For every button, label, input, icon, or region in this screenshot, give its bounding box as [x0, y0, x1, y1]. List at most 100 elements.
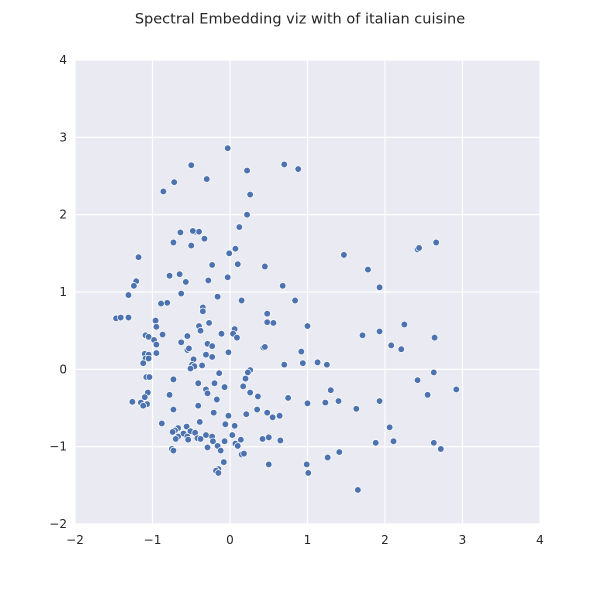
- scatter-point: [163, 299, 171, 307]
- x-tick-label: −1: [144, 533, 162, 547]
- scatter-point: [246, 190, 254, 199]
- scatter-point: [303, 460, 311, 469]
- scatter-point: [240, 449, 248, 458]
- scatter-point: [186, 364, 195, 373]
- scatter-point: [208, 353, 216, 361]
- scatter-point: [139, 359, 147, 367]
- scatter-point: [217, 446, 225, 455]
- scatter-point: [175, 270, 184, 278]
- scatter-point: [210, 408, 218, 417]
- scatter-point: [291, 296, 299, 305]
- scatter-point: [386, 423, 394, 431]
- scatter-point: [194, 379, 202, 387]
- scatter-point: [437, 445, 445, 453]
- scatter-point: [176, 228, 185, 237]
- y-tick-label: −2: [49, 517, 67, 531]
- scatter-point: [246, 388, 254, 397]
- scatter-point: [208, 261, 216, 269]
- scatter-point: [303, 399, 312, 408]
- scatter-point: [152, 340, 161, 349]
- scatter-point: [220, 437, 229, 445]
- scatter-point: [139, 402, 147, 410]
- scatter-point: [124, 313, 133, 322]
- scatter-point: [234, 260, 242, 268]
- scatter-point: [279, 282, 287, 290]
- x-tick-label: 4: [536, 533, 544, 547]
- scatter-point: [194, 402, 202, 410]
- scatter-point: [224, 144, 232, 152]
- scatter-point: [214, 469, 223, 477]
- scatter-point: [432, 238, 440, 247]
- scatter-point: [397, 345, 405, 353]
- y-tick-label: 3: [59, 130, 67, 144]
- scatter-point: [430, 333, 439, 342]
- x-tick-label: 0: [226, 533, 234, 547]
- scatter-point: [244, 368, 252, 377]
- scatter-point: [258, 435, 267, 443]
- scatter-point: [265, 460, 273, 469]
- scatter-point: [169, 238, 178, 247]
- scatter-point: [263, 408, 271, 417]
- scatter-point: [334, 397, 343, 405]
- scatter-point: [130, 282, 138, 290]
- scatter-point: [185, 344, 193, 353]
- scatter-point: [324, 453, 332, 462]
- scatter-point: [280, 160, 288, 169]
- scatter-point: [198, 361, 206, 370]
- y-tick-label: 0: [59, 362, 67, 376]
- scatter-point: [187, 161, 195, 169]
- scatter-point: [413, 376, 422, 384]
- scatter-point: [235, 223, 243, 231]
- x-tick-label: 1: [304, 533, 312, 547]
- scatter-point: [134, 253, 143, 261]
- scatter-point: [220, 383, 229, 391]
- scatter-point: [239, 382, 247, 390]
- scatter-point: [195, 228, 203, 236]
- scatter-point: [208, 342, 216, 350]
- scatter-point: [168, 428, 177, 436]
- scatter-point: [152, 349, 161, 357]
- scatter-point: [213, 395, 221, 404]
- scatter-point: [269, 319, 278, 327]
- scatter-point: [352, 405, 360, 413]
- scatter-point: [203, 389, 212, 397]
- scatter-point: [243, 166, 251, 175]
- scatter-point: [159, 187, 168, 196]
- scatter-point: [124, 291, 133, 299]
- scatter-point: [400, 320, 409, 329]
- scatter-point: [224, 412, 233, 420]
- scatter-point: [228, 431, 236, 439]
- scatter-point: [151, 316, 160, 325]
- scatter-point: [294, 165, 302, 173]
- scatter-point: [375, 283, 384, 292]
- scatter-point: [280, 361, 288, 369]
- scatter-point: [241, 374, 250, 383]
- scatter-point: [144, 354, 153, 363]
- scatter-point: [217, 330, 226, 338]
- scatter-point: [170, 178, 178, 186]
- scatter-point: [203, 175, 211, 183]
- scatter-point: [221, 420, 230, 428]
- scatter-point: [321, 398, 329, 407]
- scatter-point: [233, 333, 241, 342]
- scatter-point: [299, 359, 307, 367]
- scatter-point: [204, 276, 212, 285]
- scatter-point: [323, 361, 331, 369]
- scatter-point: [183, 332, 192, 340]
- scatter-point: [196, 327, 205, 335]
- scatter-point: [303, 322, 312, 330]
- y-tick-label: −1: [49, 440, 67, 454]
- scatter-point: [230, 422, 239, 430]
- scatter-point: [275, 412, 284, 420]
- scatter-point: [284, 394, 292, 402]
- y-tick-label: 1: [59, 285, 67, 299]
- scatter-point: [254, 392, 262, 401]
- scatter-point: [237, 436, 245, 444]
- scatter-point: [358, 331, 367, 339]
- scatter-point: [354, 486, 362, 494]
- scatter-point: [187, 241, 195, 250]
- scatter-point: [145, 373, 154, 381]
- scatter-point: [210, 379, 219, 387]
- scatter-point: [215, 369, 223, 377]
